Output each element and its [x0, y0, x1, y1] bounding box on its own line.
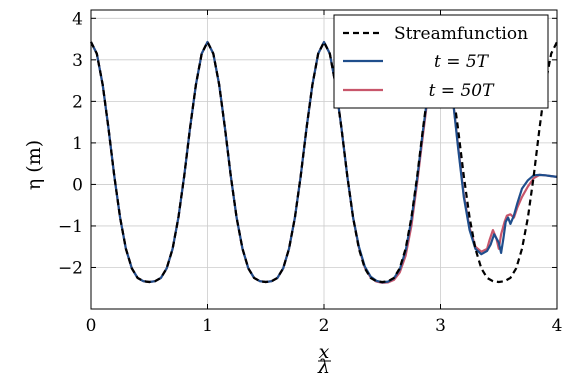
y-tick-label: 4: [72, 9, 83, 29]
legend-label-0: Streamfunction: [394, 24, 528, 44]
x-tick-label: 3: [435, 316, 446, 336]
ticks: 0 1 2 3 4 −2 −1 0 1 2 3 4: [58, 9, 562, 336]
y-tick-label: 3: [72, 51, 83, 71]
x-axis-label: x λ: [317, 341, 331, 376]
y-axis-label: η (m): [23, 140, 45, 190]
x-tick-label: 0: [86, 316, 97, 336]
x-axis-label-denominator: λ: [317, 356, 330, 376]
y-tick-label: 1: [72, 134, 83, 154]
x-axis-label-numerator: x: [319, 341, 330, 363]
x-tick-label: 4: [552, 316, 563, 336]
y-tick-label: 2: [72, 92, 83, 112]
x-tick-label: 2: [319, 316, 330, 336]
series-line-0: [90, 40, 558, 284]
legend: Streamfunction t = 5T t = 50T: [333, 14, 549, 109]
y-tick-label: 0: [72, 175, 83, 195]
legend-label-2: t = 50T: [429, 81, 496, 101]
legend-label-1: t = 5T: [434, 52, 490, 72]
x-tick-label: 1: [202, 316, 213, 336]
y-tick-label: −1: [58, 217, 83, 237]
y-tick-label: −2: [58, 258, 83, 278]
